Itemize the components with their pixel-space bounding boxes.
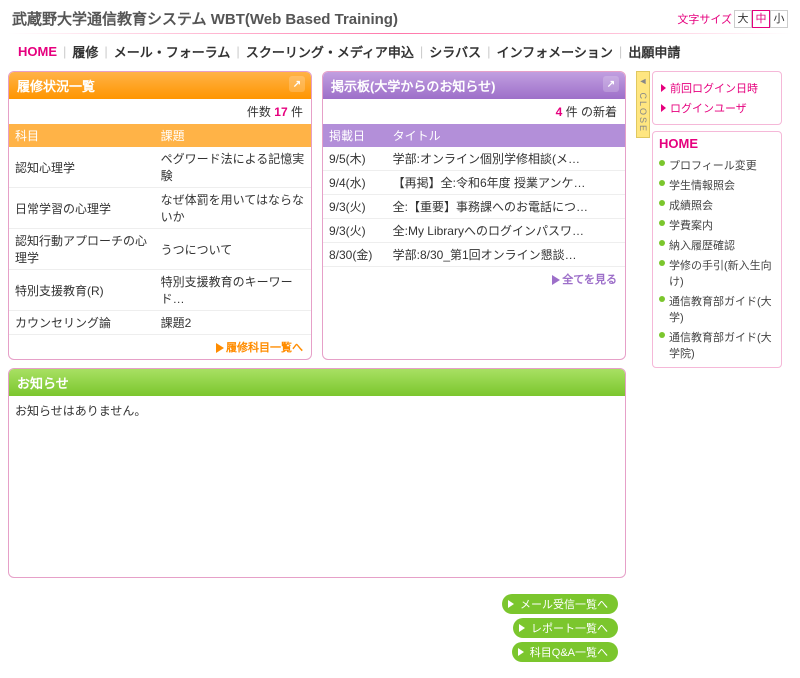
enrollment-status-panel: 履修状況一覧 ↗ 件数 17 件 科目課題認知心理学ペグワード法による記憶実験日… <box>8 71 312 360</box>
nav-履修[interactable]: 履修 <box>72 42 98 61</box>
table-row[interactable]: 認知心理学ペグワード法による記憶実験 <box>9 147 311 188</box>
new-count-bar: 4 件 の新着 <box>323 99 625 124</box>
table-header: タイトル <box>387 124 625 147</box>
table-header: 科目 <box>9 124 155 147</box>
panel-header-bbs: 掲示板(大学からのお知らせ) ↗ <box>323 72 625 99</box>
login-info-box: 前回ログイン日時ログインユーザ <box>652 71 782 125</box>
notice-empty-text: お知らせはありません。 <box>15 404 146 418</box>
panel-header-notice: お知らせ <box>9 369 625 396</box>
table-row[interactable]: 9/5(木)学部:オンライン個別学修相談(メ… <box>323 147 625 171</box>
font-size-中[interactable]: 中 <box>752 10 770 28</box>
quick-link[interactable]: メール受信一覧へ <box>502 594 618 614</box>
font-size-control: 文字サイズ 大中小 <box>677 10 788 28</box>
new-count-value: 4 <box>556 105 563 119</box>
nav-スクーリング・メディア申込[interactable]: スクーリング・メディア申込 <box>246 42 414 61</box>
home-menu-title: HOME <box>659 136 775 151</box>
count-value: 17 <box>274 105 287 119</box>
nav-シラバス[interactable]: シラバス <box>429 42 481 61</box>
nav-出願申請[interactable]: 出願申請 <box>628 42 680 61</box>
home-menu-item[interactable]: 学費案内 <box>659 215 775 235</box>
count-bar: 件数 17 件 <box>9 99 311 124</box>
notice-body: お知らせはありません。 <box>9 396 625 425</box>
expand-icon[interactable]: ↗ <box>603 76 619 92</box>
side-info-item: ログインユーザ <box>661 98 773 118</box>
home-menu-item[interactable]: 通信教育部ガイド(大学) <box>659 291 775 327</box>
table-header: 課題 <box>155 124 311 147</box>
nav-インフォメーション[interactable]: インフォメーション <box>497 42 613 61</box>
bulletin-board-panel: 掲示板(大学からのお知らせ) ↗ 4 件 の新着 掲載日タイトル9/5(木)学部… <box>322 71 626 360</box>
nav-HOME[interactable]: HOME <box>18 44 57 59</box>
side-info-item: 前回ログイン日時 <box>661 78 773 98</box>
quick-link[interactable]: レポート一覧へ <box>513 618 618 638</box>
header: 武蔵野大学通信教育システム WBT(Web Based Training) 文字… <box>0 0 800 33</box>
table-row[interactable]: 9/3(火)全:My Libraryへのログインパスワ… <box>323 219 625 243</box>
view-all-link[interactable]: 全てを見る <box>552 274 617 286</box>
more-link: 全てを見る <box>323 267 625 291</box>
quick-link[interactable]: 科目Q&A一覧へ <box>512 642 618 662</box>
bbs-table: 掲載日タイトル9/5(木)学部:オンライン個別学修相談(メ…9/4(水)【再掲】… <box>323 124 625 267</box>
table-row[interactable]: 認知行動アプローチの心理学うつについて <box>9 229 311 270</box>
notice-panel: お知らせ お知らせはありません。 <box>8 368 626 578</box>
enrollment-table: 科目課題認知心理学ペグワード法による記憶実験日常学習の心理学なぜ体罰を用いてはな… <box>9 124 311 335</box>
table-row[interactable]: 日常学習の心理学なぜ体罰を用いてはならないか <box>9 188 311 229</box>
site-title: 武蔵野大学通信教育システム WBT(Web Based Training) <box>12 8 398 29</box>
panel-header-enrollment: 履修状況一覧 ↗ <box>9 72 311 99</box>
panel-title: 履修状況一覧 <box>17 76 95 95</box>
home-menu-item[interactable]: 成績照会 <box>659 195 775 215</box>
panel-title: 掲示板(大学からのお知らせ) <box>331 76 495 95</box>
home-menu-item[interactable]: 学生情報照会 <box>659 175 775 195</box>
home-menu-item[interactable]: 通信教育部ガイド(大学院) <box>659 327 775 363</box>
panel-title: お知らせ <box>17 373 69 392</box>
main-nav: HOME|履修|メール・フォーラム|スクーリング・メディア申込|シラバス|インフ… <box>0 34 800 71</box>
nav-メール・フォーラム[interactable]: メール・フォーラム <box>114 42 231 61</box>
table-row[interactable]: 8/30(金)学部:8/30_第1回オンライン懇談… <box>323 243 625 267</box>
expand-icon[interactable]: ↗ <box>289 76 305 92</box>
more-link: 履修科目一覧へ <box>9 335 311 359</box>
font-size-label: 文字サイズ <box>677 11 732 27</box>
table-row[interactable]: 9/3(火)全:【重要】事務課へのお電話につ… <box>323 195 625 219</box>
enrollment-list-link[interactable]: 履修科目一覧へ <box>216 342 303 354</box>
table-row[interactable]: 9/4(水)【再掲】全:令和6年度 授業アンケ… <box>323 171 625 195</box>
font-size-大[interactable]: 大 <box>734 10 752 28</box>
table-row[interactable]: カウンセリング論課題2 <box>9 311 311 335</box>
font-size-小[interactable]: 小 <box>770 10 788 28</box>
table-header: 掲載日 <box>323 124 387 147</box>
home-menu: HOME プロフィール変更学生情報照会成績照会学費案内納入履歴確認学修の手引(新… <box>652 131 782 368</box>
table-row[interactable]: 特別支援教育(R)特別支援教育のキーワード… <box>9 270 311 311</box>
quick-links: メール受信一覧へレポート一覧へ科目Q&A一覧へ <box>8 586 626 670</box>
close-tab[interactable]: ◄ CLOSE <box>636 71 650 138</box>
home-menu-item[interactable]: 学修の手引(新入生向け) <box>659 255 775 291</box>
home-menu-item[interactable]: 納入履歴確認 <box>659 235 775 255</box>
home-menu-item[interactable]: プロフィール変更 <box>659 155 775 175</box>
